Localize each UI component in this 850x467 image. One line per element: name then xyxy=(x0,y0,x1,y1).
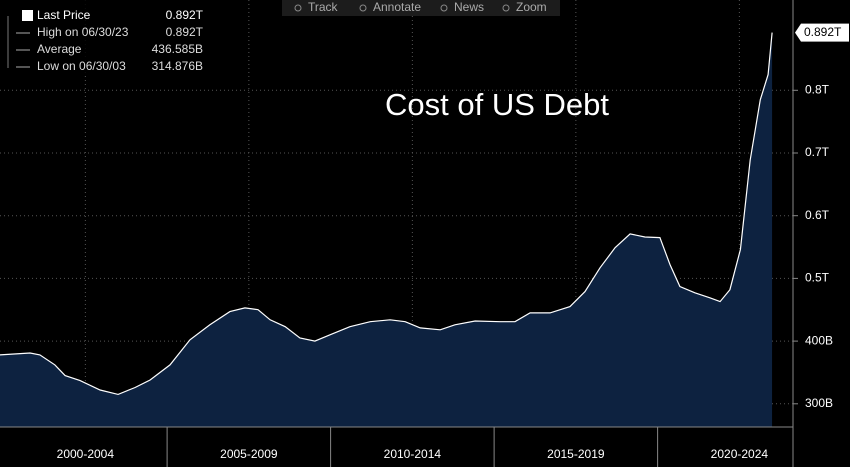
x-tick-label: 2015-2019 xyxy=(547,447,605,461)
x-tick-label: 2020-2024 xyxy=(711,447,769,461)
y-tick-label: 0.7T xyxy=(805,145,830,159)
chart-title: Cost of US Debt xyxy=(385,87,609,122)
legend-swatch xyxy=(22,10,33,21)
toolbar-icon xyxy=(440,4,448,12)
line xyxy=(0,32,773,396)
toolbar-icon xyxy=(294,4,302,12)
y-tick-label: 0.5T xyxy=(805,271,830,285)
legend-label: Low on 06/30/03 xyxy=(37,59,126,73)
legend-label: Average xyxy=(37,42,82,56)
toolbar-icon xyxy=(502,4,510,12)
y-tick-label: 400B xyxy=(805,333,833,347)
y-tick-label: 0.6T xyxy=(805,208,830,222)
legend-label: Last Price xyxy=(37,8,91,22)
legend-box xyxy=(0,0,210,76)
x-tick-label: 2000-2004 xyxy=(57,447,115,461)
toolbar-button[interactable]: News xyxy=(454,0,484,14)
area xyxy=(0,32,773,427)
toolbar-button[interactable]: Annotate xyxy=(373,0,421,14)
x-tick-label: 2010-2014 xyxy=(384,447,442,461)
legend-value: 0.892T xyxy=(166,8,204,22)
legend-value: 0.892T xyxy=(166,25,204,39)
last-value-pointer xyxy=(795,23,801,42)
legend-value: 436.585B xyxy=(152,42,203,56)
y-tick-label: 300B xyxy=(805,396,833,410)
y-tick-label: 0.8T xyxy=(805,82,830,96)
toolbar-icon xyxy=(359,4,367,12)
legend-label: High on 06/30/23 xyxy=(37,25,129,39)
x-tick-label: 2005-2009 xyxy=(220,447,278,461)
toolbar-button[interactable]: Zoom xyxy=(516,0,547,14)
last-value-label: 0.892T xyxy=(804,25,842,39)
last-value-box xyxy=(801,23,849,42)
x-axis-area xyxy=(0,427,793,467)
toolbar-button[interactable]: Track xyxy=(308,0,339,14)
legend-value: 314.876B xyxy=(152,59,203,73)
toolbar xyxy=(282,0,560,16)
